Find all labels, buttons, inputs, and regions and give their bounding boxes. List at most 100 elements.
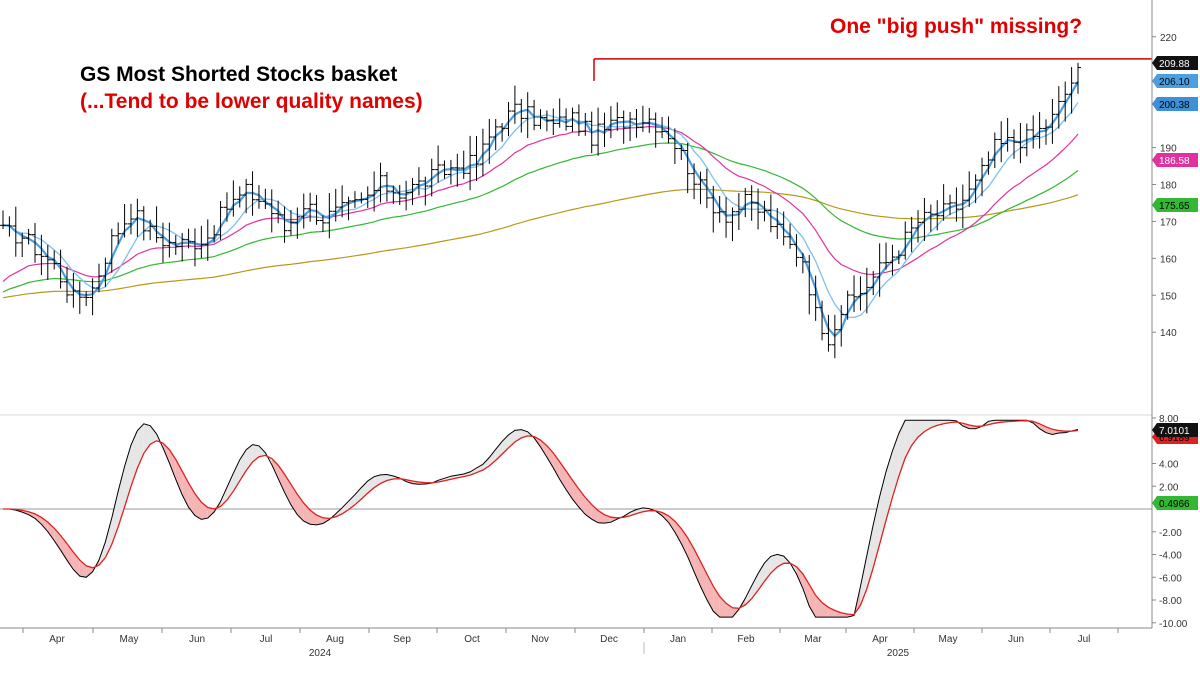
price-bar — [351, 191, 358, 208]
price-bar — [287, 209, 294, 236]
price-bar — [601, 112, 608, 148]
price-bar — [569, 107, 576, 132]
price-bar — [889, 244, 896, 276]
price-bar — [646, 108, 653, 133]
price-bar — [755, 188, 762, 230]
oscillator-line — [3, 419, 1079, 618]
price-bar — [57, 249, 64, 289]
oscillator-fill-segment — [259, 445, 266, 457]
price-bar — [396, 184, 403, 205]
price-bar — [172, 235, 179, 255]
y-tick-label: 170 — [1160, 217, 1177, 228]
oscillator-fill-segment — [470, 468, 477, 476]
price-bar — [563, 108, 570, 131]
value-tag-label: 200.38 — [1159, 100, 1190, 111]
price-bar — [902, 221, 909, 260]
ma-300-line — [2, 188, 1079, 299]
price-bar — [684, 142, 691, 194]
price-bar — [313, 195, 320, 225]
x-month-label: Oct — [464, 634, 480, 645]
chart-subtitle: (...Tend to be lower quality names) — [80, 90, 423, 113]
oscillator-fill-segment — [508, 430, 515, 448]
price-bar — [825, 314, 832, 352]
price-bar — [492, 118, 499, 151]
x-month-label: Dec — [600, 634, 618, 645]
value-tag-bg — [1152, 97, 1198, 111]
price-bar — [876, 243, 883, 297]
price-bar — [972, 174, 979, 204]
ma-medium-line — [2, 101, 1079, 319]
price-bar — [454, 153, 461, 187]
price-bar — [140, 206, 147, 241]
value-tag-bg — [1152, 74, 1198, 88]
price-bar — [966, 171, 973, 207]
price-bar — [895, 250, 902, 265]
y-tick-label: 8.00 — [1159, 414, 1179, 425]
price-bar — [703, 168, 710, 209]
x-month-label: Sep — [393, 634, 411, 645]
price-bar — [1004, 117, 1011, 152]
price-bar — [671, 128, 678, 165]
price-bar — [377, 162, 384, 203]
price-bar — [812, 275, 819, 321]
chart-title: GS Most Shorted Stocks basket — [80, 63, 397, 86]
value-tag-label: 0.4966 — [1159, 499, 1190, 510]
x-month-label: Apr — [872, 634, 888, 645]
price-bar — [6, 216, 13, 237]
price-bar — [787, 223, 794, 249]
value-tag-bg — [1152, 198, 1198, 212]
y-tick-label: 220 — [1160, 33, 1177, 44]
tag-ma-100: 186.58 — [1152, 153, 1198, 167]
price-bar — [127, 203, 134, 235]
y-tick-label: -10.00 — [1159, 619, 1188, 630]
price-bar — [31, 222, 38, 263]
price-bar — [499, 122, 506, 142]
price-bar — [518, 98, 525, 133]
x-month-label: Jun — [1008, 634, 1024, 645]
tag-ma-200: 175.65 — [1152, 198, 1198, 212]
price-bar — [460, 150, 467, 179]
price-bar — [230, 180, 237, 217]
price-bar — [735, 193, 742, 231]
price-bar — [70, 272, 77, 308]
value-tag-bg — [1152, 56, 1198, 70]
oscillator-fill-segment — [86, 565, 93, 578]
price-bar — [582, 113, 589, 136]
price-bar — [831, 314, 838, 359]
price-bar — [953, 187, 960, 222]
price-bar — [767, 194, 774, 233]
price-bar — [908, 216, 915, 253]
annotation-big-push: One "big push" missing? — [830, 15, 1082, 38]
price-bar — [147, 219, 154, 241]
x-year-label: 2024 — [309, 648, 332, 659]
price-bar — [870, 271, 877, 296]
price-bar — [985, 151, 992, 175]
price-bar — [211, 225, 218, 243]
price-bar — [639, 105, 646, 132]
price-bar — [422, 176, 429, 206]
price-bar — [51, 250, 58, 270]
price-bar — [915, 210, 922, 243]
price-bar — [665, 116, 672, 144]
price-bar — [1017, 122, 1024, 164]
price-bar — [262, 188, 269, 210]
price-bar — [115, 222, 122, 245]
price-bar — [691, 163, 698, 200]
price-bar — [134, 198, 141, 237]
price-bar — [1043, 119, 1050, 145]
tag-price: 209.88 — [1152, 56, 1198, 70]
price-bar — [927, 204, 934, 232]
oscillator-fill-segment — [1039, 423, 1046, 433]
price-bar — [505, 102, 512, 137]
price-bar — [659, 117, 666, 139]
price-bar — [857, 276, 864, 311]
price-bar — [185, 228, 192, 249]
y-tick-label: 140 — [1160, 328, 1177, 339]
price-bar — [108, 228, 115, 273]
x-month-label: Nov — [531, 634, 549, 645]
price-bar — [275, 200, 282, 224]
price-bar — [851, 275, 858, 313]
price-bar — [12, 206, 19, 257]
